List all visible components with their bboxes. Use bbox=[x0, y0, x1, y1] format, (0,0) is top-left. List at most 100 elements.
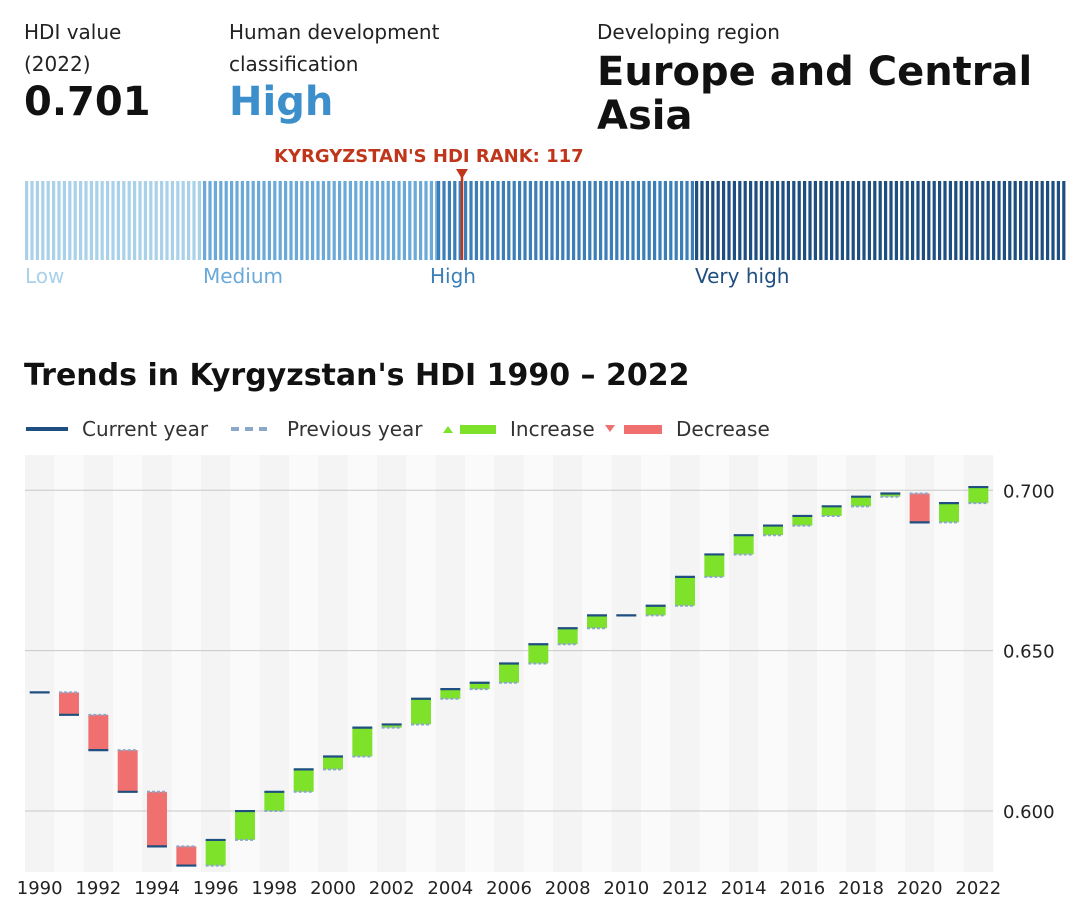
rank-stripe bbox=[884, 181, 888, 260]
rank-stripe bbox=[165, 181, 169, 260]
rank-stripe bbox=[754, 181, 758, 260]
rank-stripe bbox=[46, 181, 50, 260]
chart-title: Trends in Kyrgyzstan's HDI 1990 – 2022 bbox=[24, 358, 690, 393]
increase-bar bbox=[381, 724, 402, 728]
rank-stripe bbox=[954, 181, 958, 260]
rank-stripe bbox=[765, 181, 769, 260]
rank-stripe bbox=[959, 181, 963, 260]
rank-stripe bbox=[663, 181, 667, 260]
rank-stripe bbox=[539, 181, 543, 260]
increase-bar bbox=[469, 682, 490, 690]
hdi-value-label-line2: (2022) bbox=[24, 52, 91, 76]
plot-column-band bbox=[846, 455, 876, 872]
rank-stripe bbox=[251, 181, 255, 260]
rank-stripe bbox=[1008, 181, 1012, 260]
hdi-value: 0.701 bbox=[24, 79, 151, 125]
x-tick-label: 2022 bbox=[955, 878, 1001, 899]
legend-decrease-label: Decrease bbox=[676, 417, 770, 441]
rank-stripe bbox=[545, 181, 549, 260]
previous-year-swatch-icon bbox=[231, 427, 273, 431]
x-tick-label: 2018 bbox=[838, 878, 884, 899]
rank-stripe bbox=[680, 181, 684, 260]
rank-stripe bbox=[943, 181, 947, 260]
rank-stripe bbox=[808, 181, 812, 260]
increase-bar bbox=[264, 791, 285, 812]
increase-bar bbox=[675, 576, 695, 606]
rank-stripe bbox=[658, 181, 662, 260]
rank-stripe bbox=[79, 181, 83, 260]
x-tick-label: 2004 bbox=[427, 878, 473, 899]
rank-stripe bbox=[690, 181, 694, 260]
decrease-bar bbox=[59, 692, 79, 715]
rank-stripe bbox=[25, 181, 29, 260]
rank-stripe bbox=[932, 181, 936, 260]
decrease-swatch-icon bbox=[605, 425, 662, 434]
rank-stripe bbox=[408, 181, 412, 260]
rank-stripe bbox=[474, 181, 478, 260]
rank-stripe bbox=[685, 181, 689, 260]
rank-stripe bbox=[711, 181, 715, 260]
rank-stripe bbox=[469, 181, 473, 260]
rank-stripe bbox=[354, 181, 358, 260]
legend-increase-label: Increase bbox=[510, 417, 595, 441]
rank-stripe bbox=[835, 181, 839, 260]
rank-stripe bbox=[289, 181, 293, 260]
rank-stripe bbox=[246, 181, 250, 260]
rank-stripe bbox=[343, 181, 347, 260]
plot-column-band bbox=[670, 455, 700, 872]
rank-stripe bbox=[203, 181, 207, 260]
rank-stripe bbox=[900, 181, 904, 260]
rank-stripe bbox=[970, 181, 974, 260]
plot-column-band bbox=[289, 455, 319, 872]
band-label-very-high: Very high bbox=[695, 264, 790, 288]
rank-stripe bbox=[647, 181, 651, 260]
rank-stripe bbox=[674, 181, 678, 260]
decrease-bar bbox=[117, 750, 138, 792]
rank-stripe bbox=[429, 181, 433, 260]
rank-stripe bbox=[727, 181, 731, 260]
plot-column-band bbox=[377, 455, 407, 872]
rank-stripe bbox=[642, 181, 646, 260]
rank-stripe bbox=[95, 181, 99, 260]
rank-stripe bbox=[797, 181, 801, 260]
rank-stripe bbox=[518, 181, 522, 260]
rank-stripe bbox=[878, 181, 882, 260]
legend-decrease: Decrease bbox=[604, 415, 770, 443]
rank-band-medium bbox=[203, 181, 439, 260]
plot-column-band bbox=[465, 455, 495, 872]
rank-stripe bbox=[284, 181, 288, 260]
rank-stripe bbox=[609, 181, 613, 260]
rank-stripe bbox=[496, 181, 500, 260]
rank-stripe bbox=[435, 181, 439, 260]
band-label-low: Low bbox=[25, 264, 65, 288]
x-tick-label: 2010 bbox=[603, 878, 649, 899]
decrease-bar bbox=[909, 493, 930, 523]
plot-column-band bbox=[875, 455, 906, 872]
rank-stripe bbox=[555, 181, 559, 260]
increase-bar bbox=[323, 756, 343, 770]
rank-stripe bbox=[197, 181, 201, 260]
rank-stripe bbox=[127, 181, 131, 260]
rank-stripe bbox=[116, 181, 120, 260]
increase-bar bbox=[352, 727, 373, 757]
rank-stripe bbox=[992, 181, 996, 260]
rank-stripe bbox=[743, 181, 747, 260]
rank-stripe bbox=[187, 181, 191, 260]
rank-stripe bbox=[599, 181, 603, 260]
rank-stripe bbox=[986, 181, 990, 260]
rank-stripe bbox=[626, 181, 630, 260]
rank-stripe bbox=[30, 181, 34, 260]
x-tick-label: 2016 bbox=[779, 878, 825, 899]
hdi-value-label-line1: HDI value bbox=[24, 20, 122, 44]
rank-stripe bbox=[176, 181, 180, 260]
rank-stripe bbox=[997, 181, 1001, 260]
rank-stripe bbox=[267, 181, 271, 260]
rank-stripe bbox=[722, 181, 726, 260]
rank-stripe bbox=[911, 181, 915, 260]
rank-stripe bbox=[386, 181, 390, 260]
rank-band-low bbox=[25, 181, 201, 260]
x-tick-label: 2008 bbox=[545, 878, 591, 899]
increase-bar bbox=[528, 644, 549, 664]
rank-stripe bbox=[830, 181, 834, 260]
